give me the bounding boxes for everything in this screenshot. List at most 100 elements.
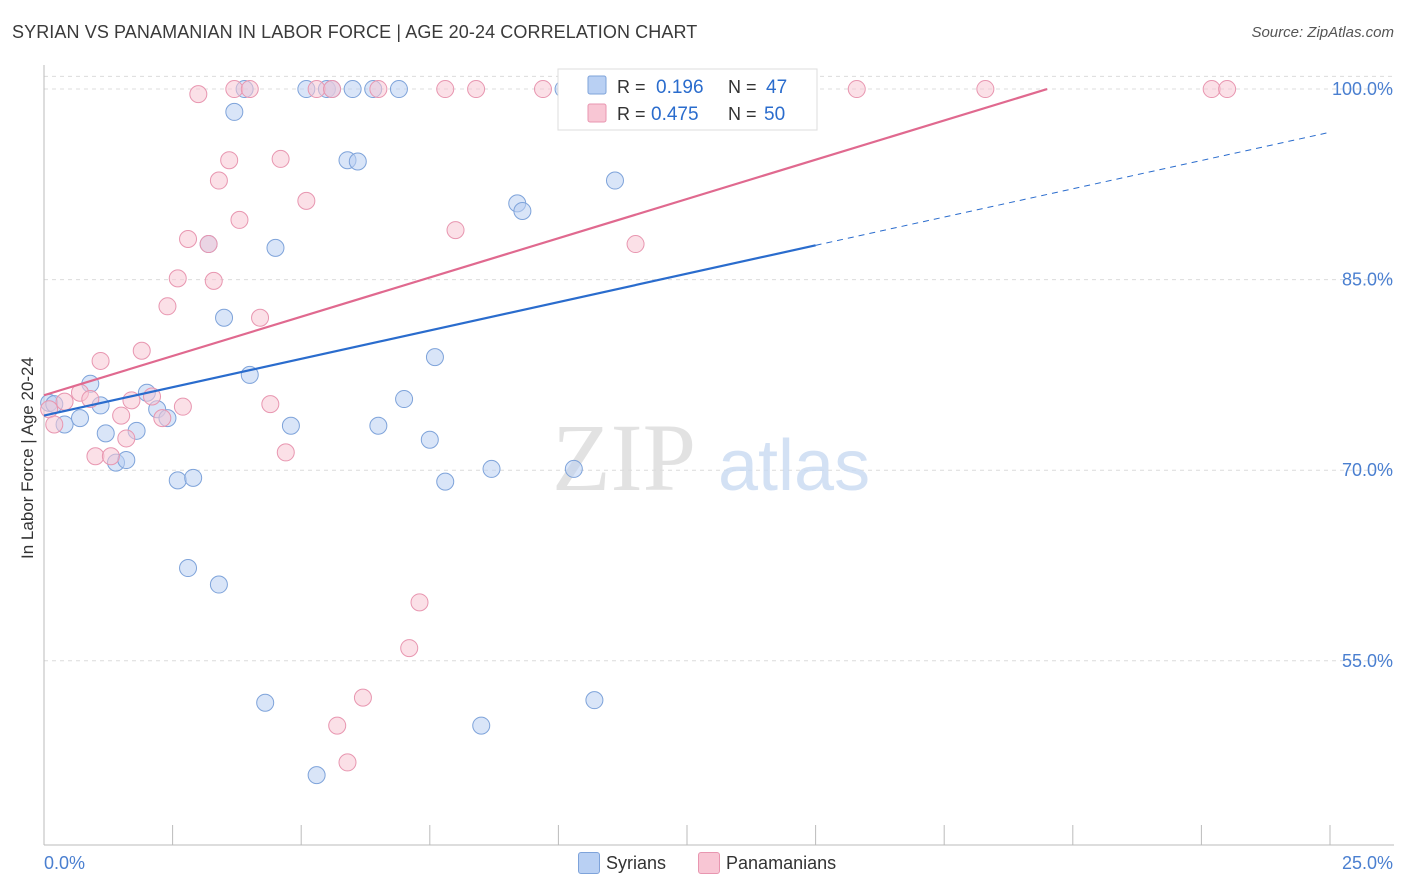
legend-syrians-r-label: R =: [617, 77, 646, 97]
point-syrian: [266, 238, 285, 257]
point-syrian: [256, 693, 275, 712]
point-panamanian: [132, 341, 151, 360]
point-panamanian: [1202, 80, 1221, 99]
syrians-swatch: [578, 852, 600, 874]
point-panamanian: [400, 639, 419, 658]
point-syrian: [425, 348, 444, 367]
watermark-zip: ZIP: [552, 404, 696, 511]
point-syrian: [482, 459, 501, 478]
stats-legend: R = 0.196 N = 47 R = 0.475 N = 50: [557, 68, 818, 131]
point-panamanian: [436, 80, 455, 99]
point-panamanian: [626, 235, 645, 254]
y-tick-label: 100.0%: [1332, 79, 1393, 99]
point-syrian: [605, 171, 624, 190]
watermark-atlas: atlas: [718, 426, 870, 506]
point-syrian: [348, 152, 367, 171]
point-panamanian: [1218, 80, 1237, 99]
point-panamanian: [199, 235, 218, 254]
point-panamanian: [410, 593, 429, 612]
point-panamanian: [204, 271, 223, 290]
point-panamanian: [112, 406, 131, 425]
point-panamanian: [847, 80, 866, 99]
point-panamanian: [179, 229, 198, 248]
point-panamanian: [261, 395, 280, 414]
y-tick-label: 55.0%: [1342, 651, 1393, 671]
point-syrian: [343, 80, 362, 99]
point-panamanian: [353, 688, 372, 707]
legend-item-syrians[interactable]: Syrians: [578, 852, 666, 874]
point-syrian: [585, 691, 604, 710]
point-panamanian: [328, 716, 347, 735]
legend-syrians-n-value: 47: [766, 77, 787, 98]
point-panamanian: [369, 80, 388, 99]
point-syrian: [307, 766, 326, 785]
source-label: Source: ZipAtlas.com: [1251, 24, 1394, 41]
x-tick-label: 25.0%: [1342, 853, 1393, 873]
point-panamanian: [251, 308, 270, 327]
point-panamanian: [976, 80, 995, 99]
point-panamanian: [55, 392, 74, 411]
point-panamanian: [153, 409, 172, 428]
trend-line-syrians-extrapolated: [815, 131, 1331, 246]
point-panamanian: [338, 753, 357, 772]
point-panamanian: [168, 269, 187, 288]
point-panamanian: [225, 80, 244, 99]
point-panamanian: [189, 85, 208, 104]
point-panamanian: [220, 151, 239, 170]
legend-panamanians-n-value: 50: [764, 104, 785, 125]
legend-item-panamanians[interactable]: Panamanians: [698, 852, 836, 874]
point-syrian: [71, 409, 90, 428]
point-panamanian: [45, 415, 64, 434]
point-panamanian: [276, 443, 295, 462]
point-panamanian: [86, 447, 105, 466]
point-syrian: [215, 308, 234, 327]
point-panamanian: [271, 149, 290, 168]
point-panamanian: [323, 80, 342, 99]
point-syrian: [225, 102, 244, 121]
legend-syrians-r-value: 0.196: [656, 77, 704, 98]
point-panamanian: [101, 447, 120, 466]
point-panamanian: [446, 221, 465, 240]
chart-title: SYRIAN VS PANAMANIAN IN LABOR FORCE | AG…: [12, 22, 698, 42]
point-syrian: [472, 716, 491, 735]
panamanians-swatch: [698, 852, 721, 874]
tick-labels: 55.0% 70.0% 85.0% 100.0% 0.0% 25.0%: [44, 79, 1393, 873]
axes: [43, 65, 1394, 846]
legend-label-syrians: Syrians: [606, 852, 667, 873]
point-panamanian: [173, 397, 192, 416]
legend-swatch-syrians: [587, 75, 607, 95]
point-syrian: [513, 202, 532, 221]
point-panamanian: [467, 80, 486, 99]
point-panamanian: [209, 171, 228, 190]
y-tick-label: 70.0%: [1342, 460, 1393, 480]
legend-panamanians-n-label: N =: [728, 104, 757, 124]
legend-panamanians-r-value: 0.475: [651, 104, 699, 125]
point-panamanian: [240, 80, 259, 99]
point-syrian: [179, 559, 198, 578]
y-tick-label: 85.0%: [1342, 270, 1393, 290]
point-syrian: [564, 459, 583, 478]
legend-panamanians-r-label: R =: [617, 104, 646, 124]
legend-syrians-n-label: N =: [728, 77, 757, 97]
point-panamanian: [297, 191, 316, 210]
point-panamanian: [117, 429, 136, 448]
point-syrian: [420, 430, 439, 449]
x-tick-label: 0.0%: [44, 853, 85, 873]
point-syrian: [96, 424, 115, 443]
panamanians-points: [40, 80, 1237, 772]
point-syrian: [281, 416, 300, 435]
point-syrian: [209, 575, 228, 594]
bottom-legend: Syrians Panamanians: [578, 852, 858, 874]
point-syrian: [168, 471, 187, 490]
point-panamanian: [91, 351, 110, 370]
point-panamanian: [307, 80, 326, 99]
point-syrian: [389, 80, 408, 99]
point-syrian: [436, 472, 455, 491]
point-panamanian: [158, 297, 177, 316]
legend-swatch-panamanians: [587, 103, 607, 123]
trend-line-syrians: [43, 244, 816, 417]
legend-label-panamanians: Panamanians: [726, 852, 837, 873]
point-panamanian: [533, 80, 552, 99]
point-syrian: [395, 390, 414, 409]
